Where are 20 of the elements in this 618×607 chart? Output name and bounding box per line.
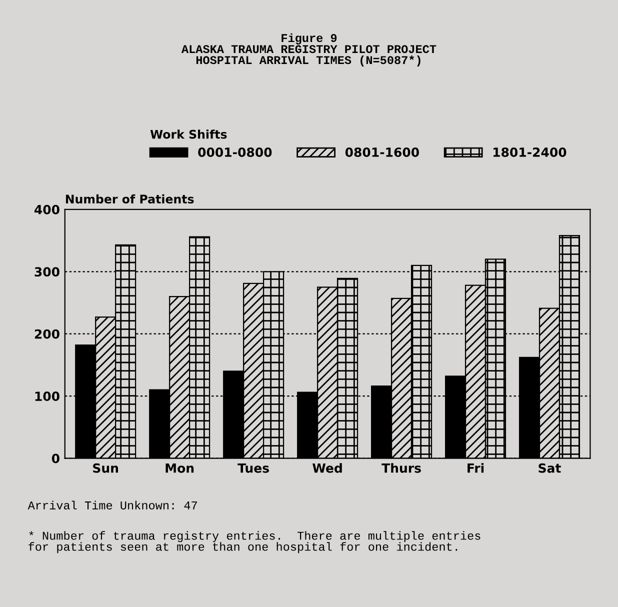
x-tick-label: Thurs: [382, 463, 421, 473]
y-tick-label: 400: [34, 204, 60, 214]
x-tick-label: Tues: [238, 464, 269, 473]
y-tick-label: 300: [34, 267, 60, 277]
y-tick-label: 200: [34, 329, 60, 339]
text: * Number of trauma registry entries. There are multiple entries for patients seen at more than one hospital for one incident.: [28, 531, 480, 554]
legend-label: 0801-1600: [345, 148, 419, 157]
x-tick-label: Sun: [93, 463, 118, 473]
x-tick-label: Sat: [538, 463, 561, 473]
y-tick-label: 0: [52, 454, 60, 464]
y-axis-title: Number of Patients: [66, 194, 194, 204]
text: Arrival Time Unknown: 47: [28, 500, 197, 510]
legend-title: Work Shifts: [150, 130, 227, 139]
chart-title: Figure 9 ALASKA TRAUMA REGISTRY PILOT PROJECT HOSPITAL ARRIVAL TIMES (N=5087*): [181, 33, 436, 66]
legend-label: 0001-0800: [198, 148, 272, 157]
x-tick-label: Fri: [468, 463, 484, 473]
x-tick-label: Wed: [312, 463, 342, 473]
x-tick-label: Mon: [166, 464, 194, 473]
y-tick-label: 100: [35, 392, 60, 401]
legend-label: 1801-2400: [493, 148, 566, 157]
